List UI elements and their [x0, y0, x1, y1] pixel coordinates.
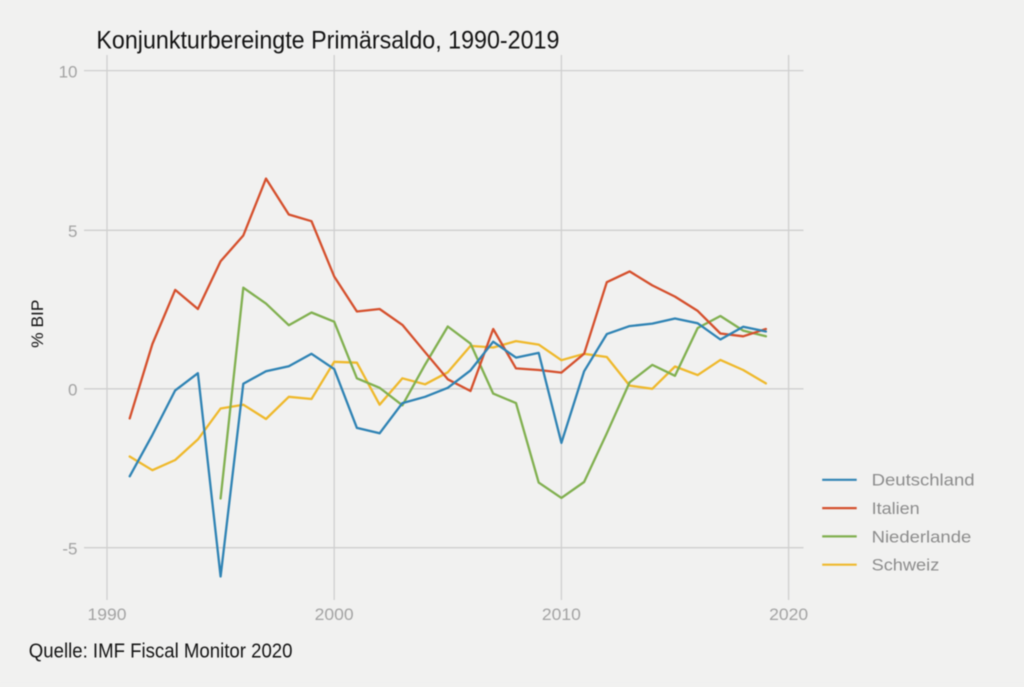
- svg-text:Italien: Italien: [872, 499, 920, 518]
- svg-text:Deutschland: Deutschland: [872, 471, 975, 490]
- svg-text:1990: 1990: [88, 605, 127, 624]
- svg-text:% BIP: % BIP: [28, 300, 47, 348]
- svg-text:2010: 2010: [542, 605, 581, 624]
- svg-text:0: 0: [68, 381, 77, 400]
- svg-text:5: 5: [68, 222, 77, 241]
- svg-text:2020: 2020: [769, 605, 808, 624]
- svg-text:Schweiz: Schweiz: [872, 556, 940, 575]
- svg-text:2000: 2000: [315, 605, 354, 624]
- svg-text:Niederlande: Niederlande: [872, 527, 972, 546]
- svg-text:Konjunkturbereingte Primärsald: Konjunkturbereingte Primärsaldo, 1990-20…: [96, 26, 559, 54]
- svg-text:10: 10: [59, 63, 78, 82]
- svg-text:-5: -5: [62, 540, 77, 559]
- svg-text:Quelle: IMF Fiscal Monitor 202: Quelle: IMF Fiscal Monitor 2020: [29, 641, 293, 663]
